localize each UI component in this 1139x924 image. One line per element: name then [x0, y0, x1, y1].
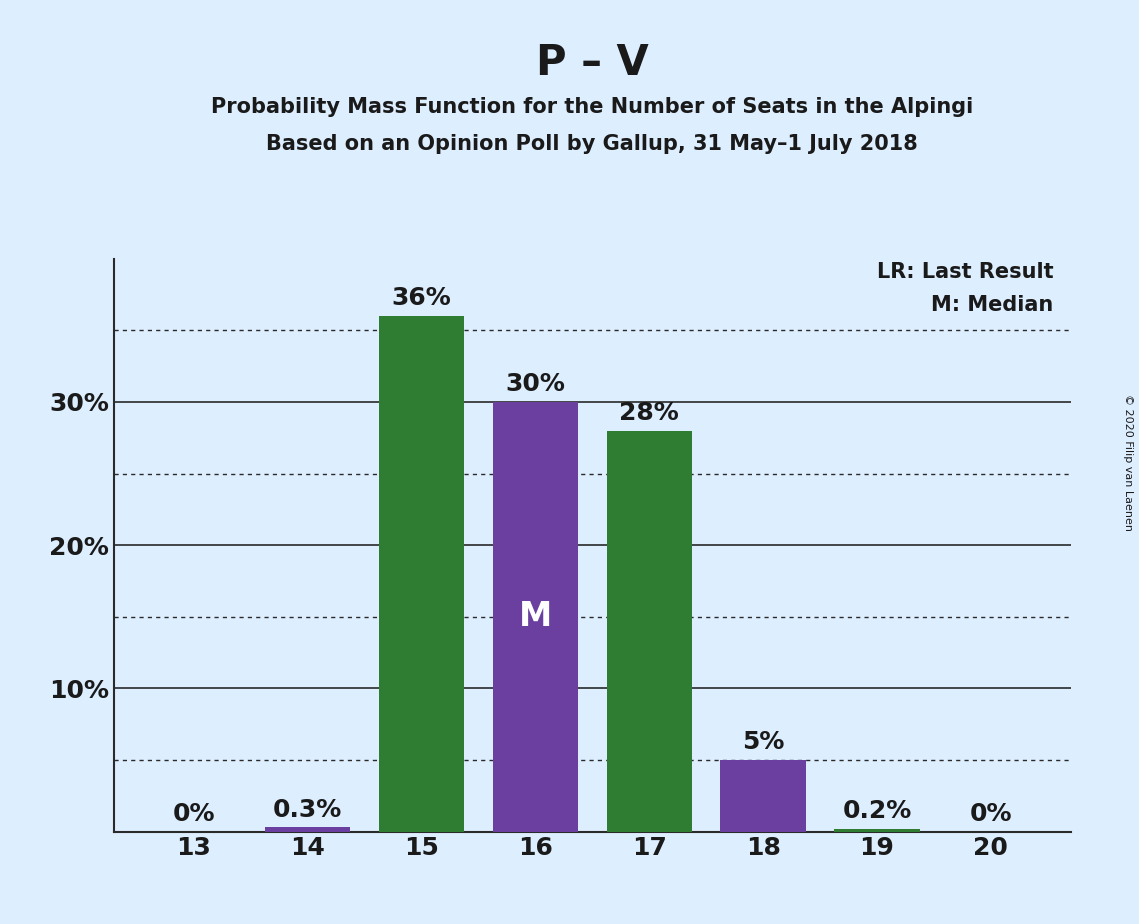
Text: 0%: 0%	[969, 802, 1013, 826]
Text: © 2020 Filip van Laenen: © 2020 Filip van Laenen	[1123, 394, 1133, 530]
Bar	[492, 402, 577, 832]
Text: Based on an Opinion Poll by Gallup, 31 May–1 July 2018: Based on an Opinion Poll by Gallup, 31 M…	[267, 134, 918, 154]
Text: M: Median: M: Median	[932, 295, 1054, 314]
Bar	[378, 316, 465, 832]
Text: 28%: 28%	[620, 401, 679, 425]
Text: 5%: 5%	[741, 730, 785, 754]
Text: LR: LR	[625, 614, 673, 648]
Bar	[606, 431, 691, 832]
Text: Probability Mass Function for the Number of Seats in the Alpingi: Probability Mass Function for the Number…	[211, 97, 974, 117]
Bar	[264, 827, 350, 832]
Text: 0.2%: 0.2%	[843, 799, 911, 823]
Text: 30%: 30%	[506, 372, 565, 396]
Text: M: M	[518, 601, 552, 633]
Text: 0.3%: 0.3%	[273, 797, 342, 821]
Text: 0%: 0%	[172, 802, 215, 826]
Bar	[721, 760, 806, 832]
Bar	[835, 829, 920, 832]
Text: P – V: P – V	[536, 42, 648, 83]
Text: LR: Last Result: LR: Last Result	[877, 261, 1054, 282]
Text: 36%: 36%	[392, 286, 451, 310]
